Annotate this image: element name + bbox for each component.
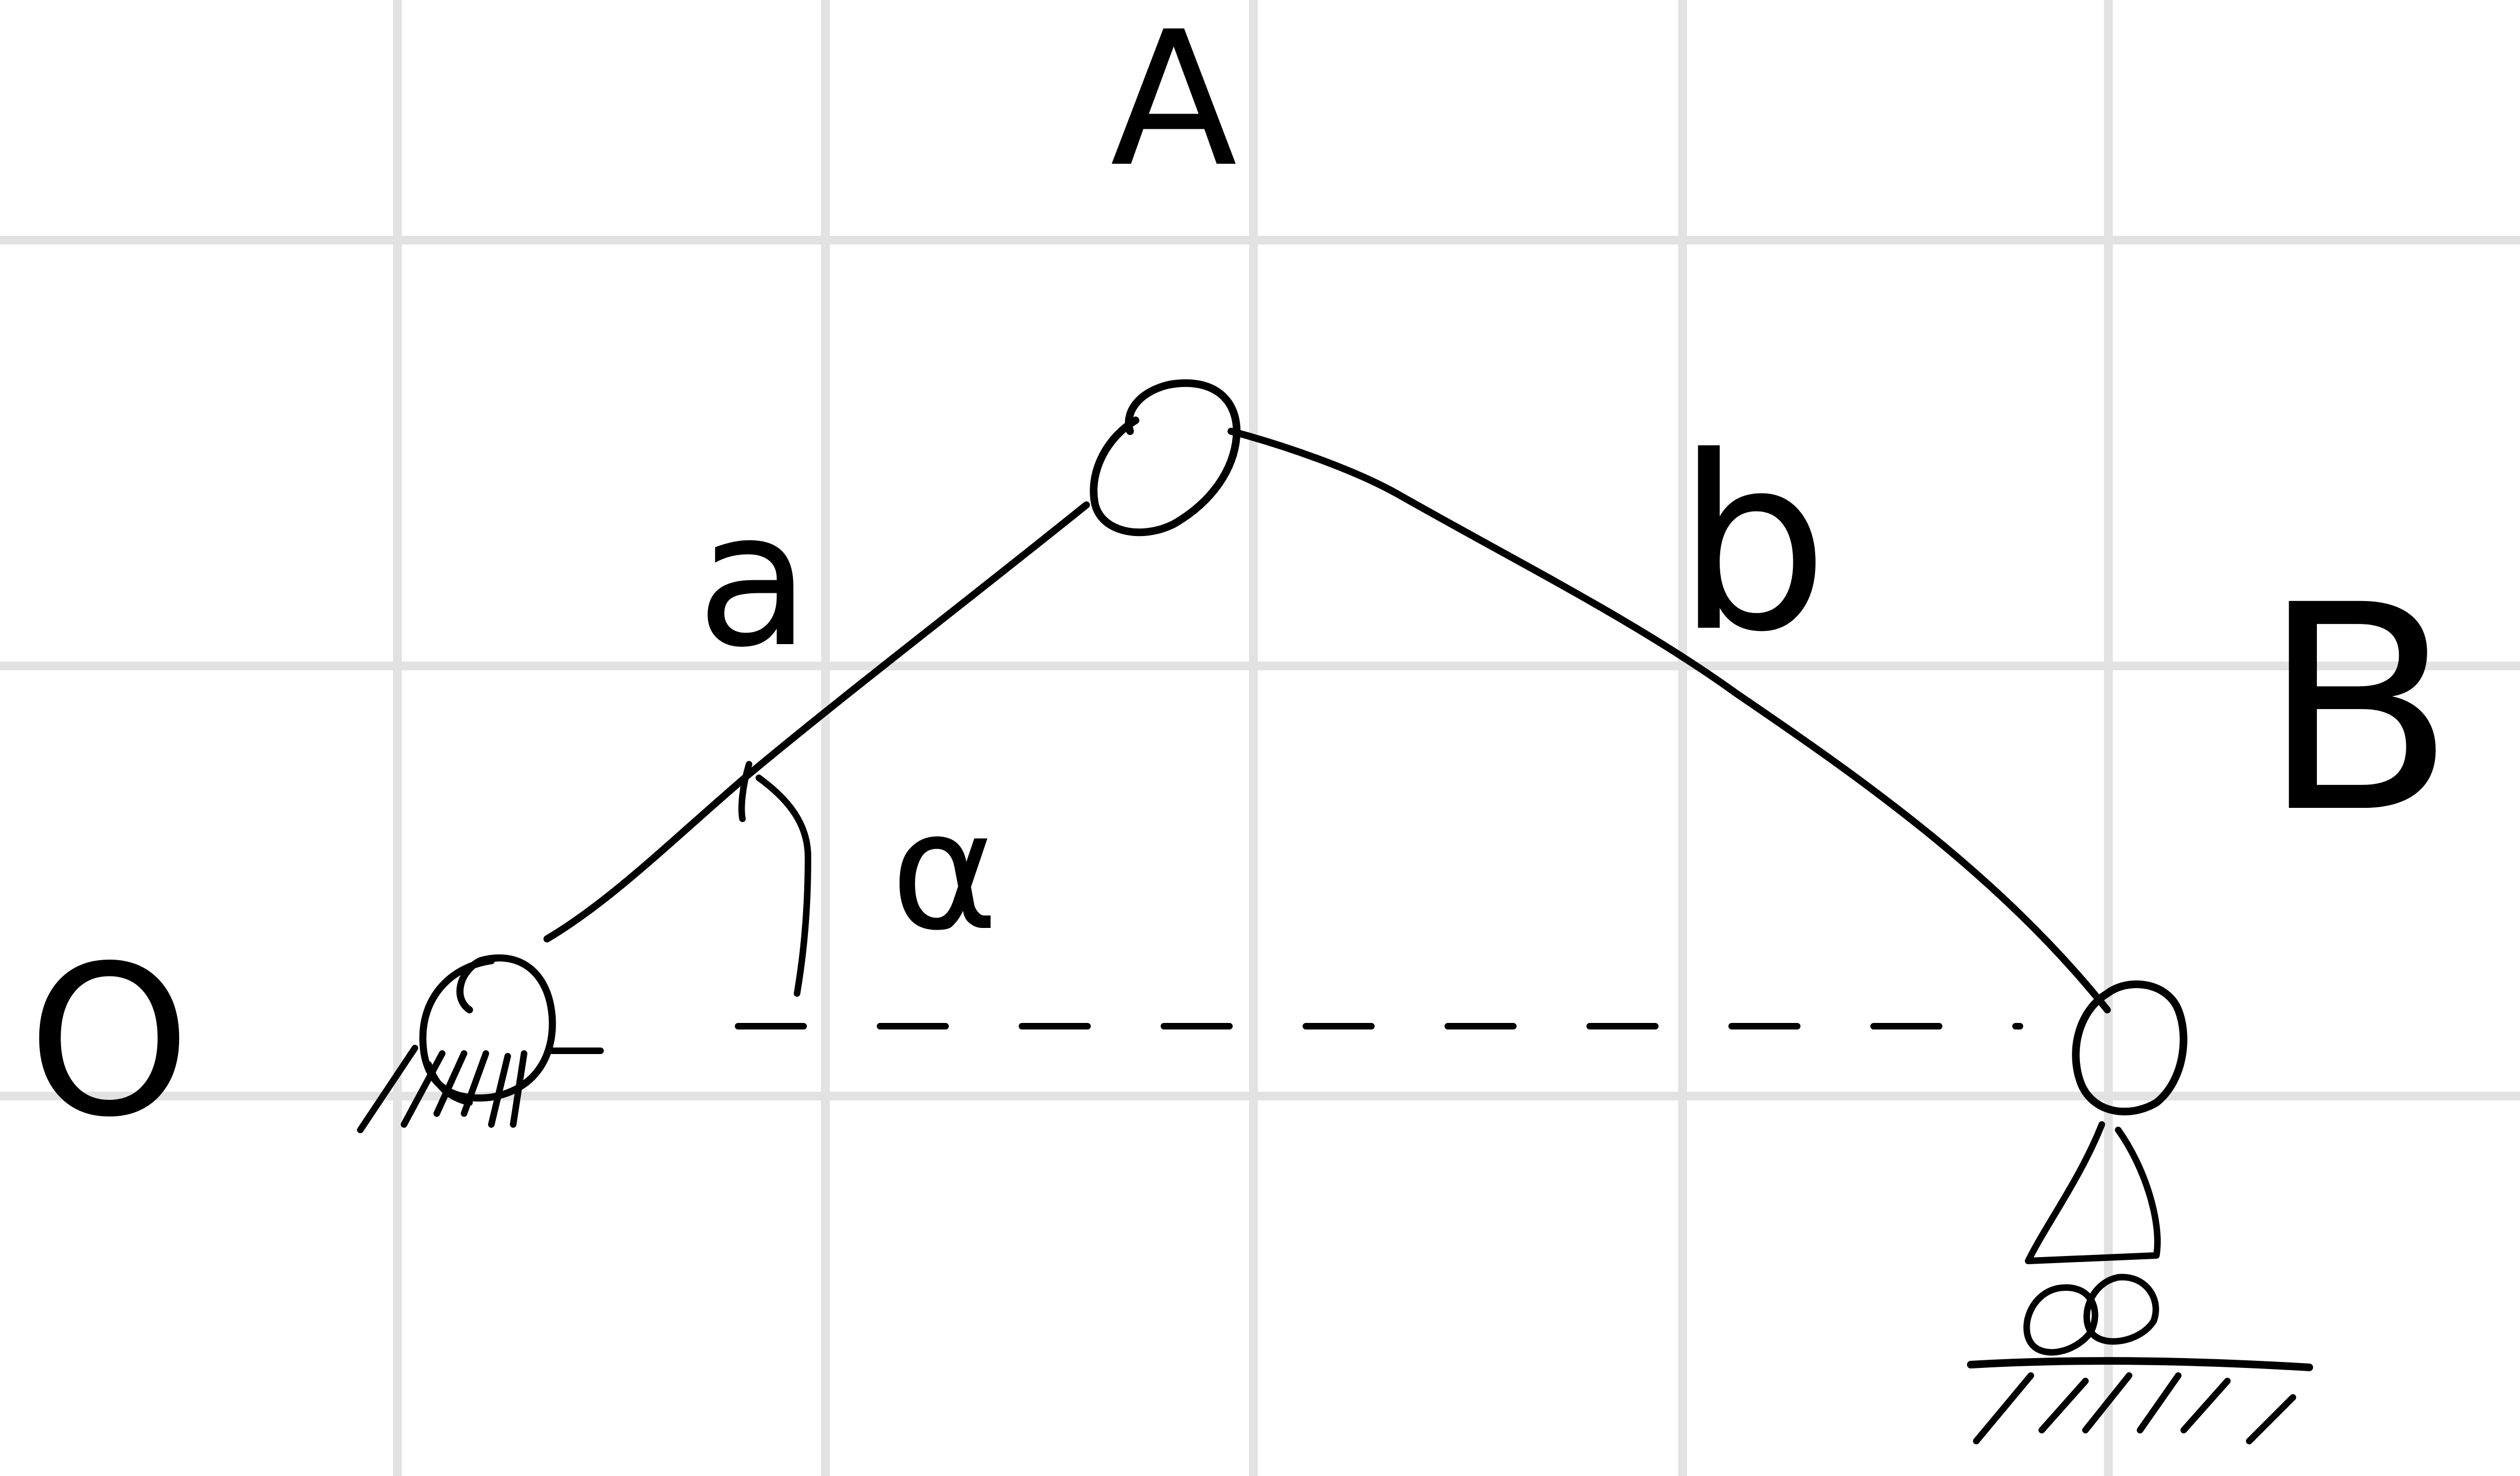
ground-line: [1967, 1357, 2313, 1371]
link-a-label: a: [697, 472, 810, 688]
link-b: [1227, 427, 2111, 1014]
ground-hatch-icon: [357, 1045, 604, 1133]
ground-hatch-icon: [1973, 1372, 2296, 1444]
angle-arc: [738, 761, 811, 997]
roller-wheel-right: [2083, 1273, 2159, 1345]
joint-a-label: A: [1110, 0, 1238, 208]
roller-support: [1967, 980, 2313, 1444]
joint-b-label: B: [2261, 544, 2456, 875]
joint-b: [2072, 980, 2188, 1116]
angle-label: α: [890, 776, 999, 967]
fixed-pivot: [357, 954, 604, 1133]
origin-label: O: [27, 921, 191, 1163]
joint-a: [1090, 379, 1241, 537]
link-b-label: b: [1676, 405, 1828, 685]
support-triangle: [2025, 1121, 2161, 1264]
fixed-pivot-joint: [419, 954, 556, 1102]
link-a: [543, 501, 1090, 943]
